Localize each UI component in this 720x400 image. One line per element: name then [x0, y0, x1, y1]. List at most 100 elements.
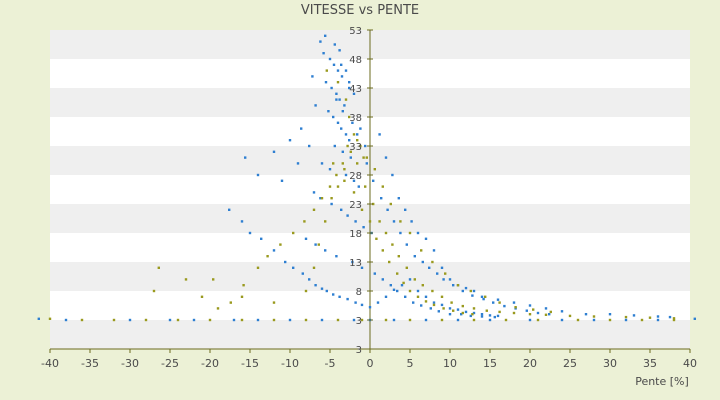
- data-point: [471, 313, 474, 316]
- data-point: [632, 314, 636, 317]
- data-point: [168, 318, 172, 322]
- y-tick-label: 38: [349, 113, 362, 124]
- data-point: [343, 168, 346, 171]
- data-point: [349, 156, 352, 159]
- data-point: [460, 313, 463, 316]
- data-point: [420, 249, 423, 252]
- data-point: [378, 133, 381, 136]
- data-points: [37, 34, 696, 322]
- data-point: [503, 304, 506, 308]
- data-point: [229, 301, 232, 304]
- data-point: [330, 197, 333, 200]
- data-point: [272, 249, 276, 252]
- x-tick-label: -35: [81, 357, 99, 370]
- data-point: [408, 231, 412, 235]
- data-point: [300, 127, 303, 130]
- data-point: [392, 318, 396, 322]
- data-point: [461, 311, 464, 315]
- data-point: [324, 220, 327, 223]
- data-point: [528, 304, 532, 307]
- x-tick-label: 15: [483, 357, 497, 370]
- data-point: [413, 278, 416, 281]
- data-point: [128, 318, 132, 322]
- data-point: [548, 313, 551, 316]
- data-point: [416, 295, 420, 298]
- data-point: [528, 318, 532, 322]
- data-point: [320, 162, 324, 165]
- data-point: [424, 295, 428, 298]
- data-point: [380, 197, 383, 200]
- data-point: [399, 231, 402, 235]
- data-point: [192, 318, 196, 322]
- data-point: [424, 318, 428, 322]
- data-point: [373, 168, 376, 171]
- y-tick-label: 53: [349, 26, 362, 37]
- data-point: [324, 81, 328, 84]
- x-tick-label: 5: [407, 357, 414, 370]
- data-point: [340, 208, 343, 211]
- data-point: [346, 144, 349, 148]
- data-point: [319, 197, 322, 200]
- data-point: [396, 272, 399, 275]
- data-point: [280, 179, 284, 182]
- data-point: [343, 104, 346, 107]
- x-tick-label: -5: [325, 357, 336, 370]
- data-point: [512, 301, 516, 304]
- data-point: [346, 214, 349, 217]
- data-point: [48, 317, 52, 320]
- data-point: [480, 313, 484, 316]
- data-point: [424, 300, 428, 303]
- data-point: [332, 162, 335, 165]
- data-point: [496, 298, 500, 301]
- data-point: [365, 156, 368, 159]
- data-point: [256, 173, 260, 177]
- data-point: [431, 289, 434, 293]
- data-point: [360, 303, 364, 307]
- data-point: [308, 278, 311, 281]
- data-point: [344, 98, 348, 101]
- data-point: [320, 197, 324, 200]
- data-point: [357, 185, 360, 188]
- x-axis-ticks: -40 -35 -30 -25 -20 -15 -10 -5 0 5 10 15 20 25 30 35 40: [41, 349, 697, 370]
- data-point: [336, 185, 340, 188]
- data-point: [456, 318, 460, 322]
- data-point: [472, 318, 476, 322]
- data-point: [536, 318, 540, 322]
- data-point: [448, 307, 452, 310]
- data-point: [592, 318, 596, 322]
- data-point: [311, 75, 314, 78]
- data-point: [325, 69, 328, 72]
- data-point: [368, 306, 372, 309]
- data-point: [400, 284, 404, 287]
- data-point: [336, 318, 340, 322]
- data-point: [208, 318, 212, 322]
- data-point: [288, 139, 292, 142]
- data-point: [364, 144, 367, 148]
- data-point: [272, 150, 276, 153]
- data-point: [335, 255, 338, 258]
- data-point: [352, 318, 356, 322]
- data-point: [240, 318, 244, 322]
- data-point: [260, 237, 263, 240]
- data-point: [388, 260, 391, 264]
- data-point: [314, 243, 317, 246]
- data-point: [412, 301, 415, 304]
- data-point: [340, 75, 344, 78]
- data-point: [344, 69, 348, 72]
- data-point: [421, 284, 424, 287]
- data-point: [584, 313, 588, 316]
- data-point: [372, 202, 375, 206]
- data-point: [372, 179, 375, 182]
- data-point: [461, 304, 464, 308]
- data-point: [648, 316, 652, 319]
- data-point: [397, 197, 400, 200]
- x-tick-label: 25: [563, 357, 577, 370]
- data-point: [341, 110, 344, 113]
- data-point: [324, 249, 327, 252]
- data-point: [346, 297, 349, 301]
- data-point: [432, 249, 436, 252]
- data-point: [464, 286, 468, 290]
- data-point: [440, 318, 444, 322]
- data-point: [296, 162, 300, 165]
- data-point: [272, 318, 276, 322]
